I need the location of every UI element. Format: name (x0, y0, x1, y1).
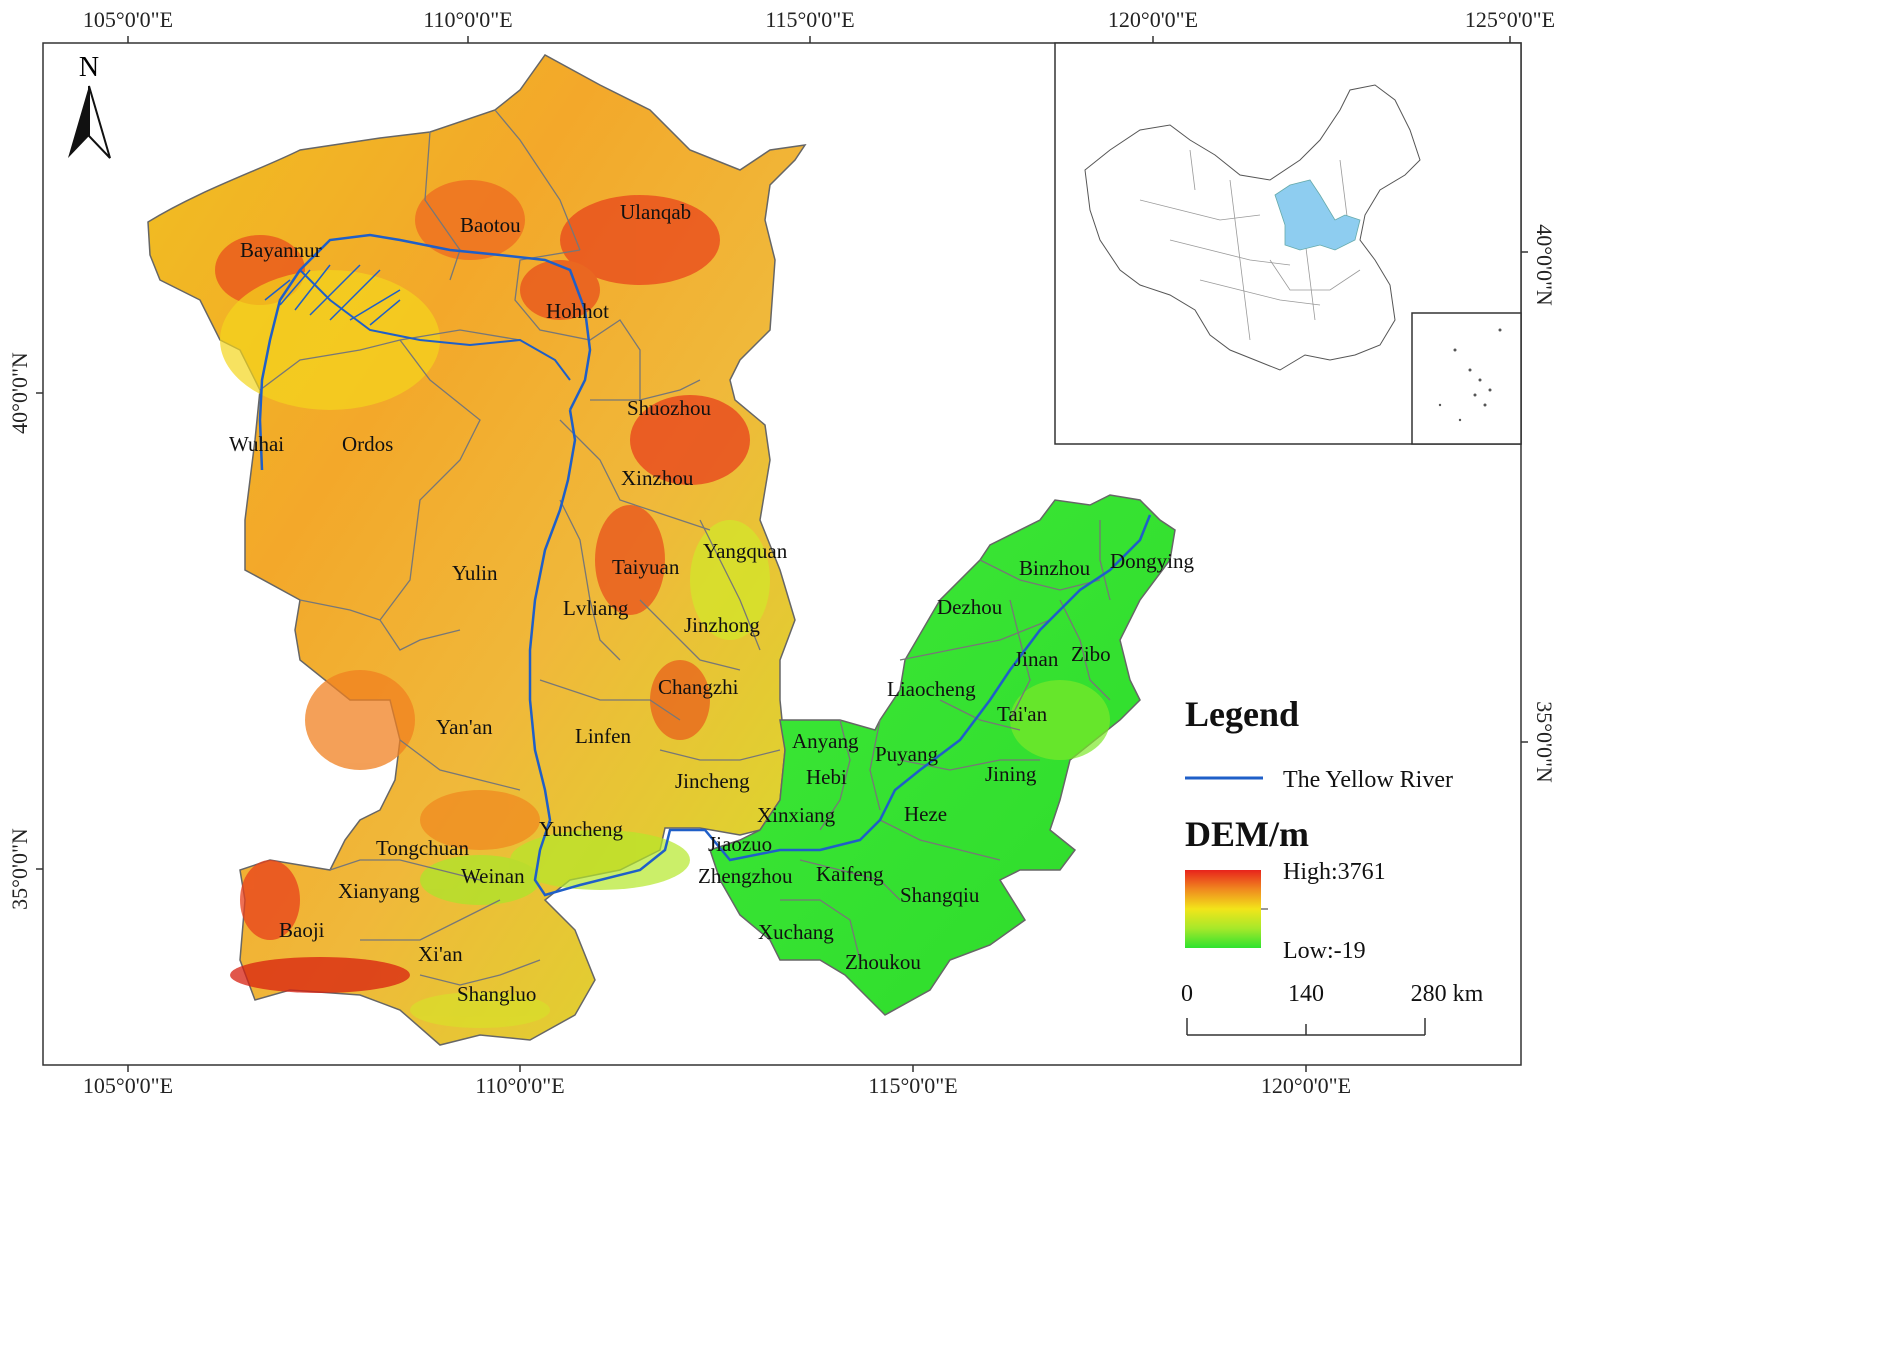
city-label: Yangquan (703, 539, 788, 563)
city-label: Baotou (460, 213, 521, 237)
legend: Legend The Yellow River DEM/m High:3761 … (1185, 694, 1453, 964)
prefecture-boundaries (259, 109, 1111, 986)
city-label: Bayannur (240, 238, 322, 262)
city-label: Wuhai (229, 432, 284, 456)
coord-bottom-120: 120°0'0"E (1261, 1073, 1351, 1098)
city-label: Zhoukou (845, 950, 921, 974)
coord-left-40: 40°0'0"N (7, 352, 32, 434)
city-label: Dezhou (937, 595, 1003, 619)
city-label: Tai'an (997, 702, 1048, 726)
river-legend-label: The Yellow River (1283, 767, 1453, 793)
city-labels: Bayannur Baotou Ulanqab Hohhot Shuozhou … (229, 200, 1195, 1006)
coord-bottom-105: 105°0'0"E (83, 1073, 173, 1098)
city-label: Zibo (1071, 642, 1111, 666)
lowland-highlights (220, 270, 770, 1028)
city-label: Hebi (806, 765, 847, 789)
city-label: Tongchuan (376, 836, 470, 860)
dem-high-label: High:3761 (1283, 859, 1386, 885)
shandong-hills (1010, 680, 1110, 760)
map-frame (42, 42, 1522, 1066)
city-label: Binzhou (1019, 556, 1091, 580)
city-label: Shangqiu (900, 883, 980, 907)
coord-top-120: 120°0'0"E (1108, 7, 1198, 32)
city-label: Xianyang (338, 879, 420, 903)
dem-low-label: Low:-19 (1283, 938, 1366, 964)
city-label: Lvliang (563, 596, 629, 620)
inset-china-map (1054, 42, 1522, 445)
coord-bottom-115: 115°0'0"E (868, 1073, 957, 1098)
yellow-river (258, 233, 1152, 897)
coord-right-40: 40°0'0"N (1532, 224, 1557, 306)
city-label: Changzhi (658, 675, 739, 699)
china-outline (1084, 84, 1421, 371)
city-label: Jinan (1014, 647, 1059, 671)
city-label: Xuchang (758, 920, 834, 944)
city-label: Shuozhou (627, 396, 712, 420)
map-figure: 105°0'0"E 110°0'0"E 115°0'0"E 120°0'0"E … (7, 7, 1557, 1098)
city-label: Xinzhou (621, 466, 694, 490)
city-label: Baoji (279, 918, 325, 942)
city-label: Jining (985, 762, 1037, 786)
city-label: Xi'an (418, 942, 463, 966)
south-china-sea-islands (1438, 328, 1502, 422)
city-label: Puyang (875, 742, 939, 766)
legend-title: Legend (1185, 694, 1299, 734)
city-label: Anyang (792, 729, 859, 753)
coord-top-110: 110°0'0"E (423, 7, 512, 32)
city-label: Zhengzhou (698, 864, 793, 888)
city-label: Shangluo (457, 982, 536, 1006)
city-label: Liaocheng (887, 677, 976, 701)
city-label: Linfen (575, 724, 631, 748)
scale-bar: 0 140 280 km (1181, 981, 1484, 1036)
city-label: Jiaozuo (708, 832, 772, 856)
city-label: Jinzhong (684, 613, 760, 637)
city-label: Taiyuan (612, 555, 680, 579)
elevation-highlights (215, 180, 750, 993)
north-label: N (79, 52, 99, 83)
city-label: Weinan (461, 864, 525, 888)
north-arrow: N (68, 52, 111, 159)
city-label: Xinxiang (757, 803, 836, 827)
dem-color-ramp (1185, 870, 1261, 948)
coord-left-35: 35°0'0"N (7, 828, 32, 910)
city-label: Hohhot (546, 299, 609, 323)
city-label: Kaifeng (816, 862, 884, 886)
north-arrow-icon (68, 86, 89, 158)
city-label: Ulanqab (620, 200, 691, 224)
city-label: Dongying (1110, 549, 1195, 573)
study-area-highlight (1274, 179, 1361, 251)
south-china-sea-box (1411, 312, 1522, 445)
city-label: Heze (904, 802, 947, 826)
city-label: Ordos (342, 432, 393, 456)
east-region (709, 494, 1176, 1016)
coord-bottom-110: 110°0'0"E (475, 1073, 564, 1098)
dem-title: DEM/m (1185, 814, 1309, 854)
city-label: Yan'an (436, 715, 493, 739)
frame-ticks (36, 36, 1528, 1072)
scale-label-140: 140 (1288, 981, 1324, 1007)
city-label: Jincheng (675, 769, 750, 793)
province-lines (1139, 149, 1361, 341)
coord-top-105: 105°0'0"E (83, 7, 173, 32)
coord-top-115: 115°0'0"E (765, 7, 854, 32)
coord-top-125: 125°0'0"E (1465, 7, 1555, 32)
city-label: Yuncheng (539, 817, 623, 841)
city-label: Yulin (452, 561, 498, 585)
scale-label-0: 0 (1181, 981, 1193, 1007)
coord-right-35: 35°0'0"N (1532, 701, 1557, 783)
scale-label-280: 280 km (1411, 981, 1484, 1007)
